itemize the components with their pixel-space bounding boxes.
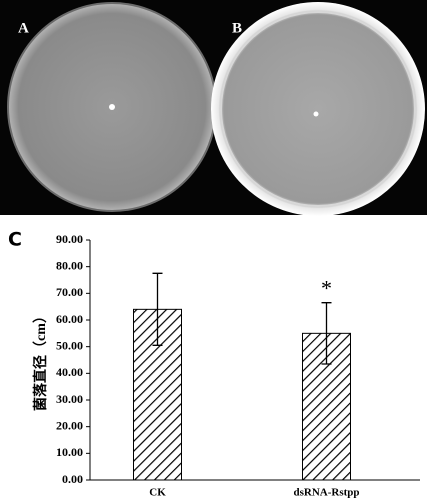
y-tick-label: 40.00 bbox=[56, 365, 83, 379]
y-tick-label: 10.00 bbox=[56, 445, 83, 459]
photo-panel bbox=[0, 0, 427, 216]
y-tick-label: 50.00 bbox=[56, 338, 83, 352]
y-tick-label: 30.00 bbox=[56, 392, 83, 406]
y-axis-title: 菌落直径（cm） bbox=[32, 309, 49, 411]
panel-label: C bbox=[8, 229, 22, 251]
y-tick-label: 80.00 bbox=[56, 258, 83, 272]
error-bar bbox=[152, 272, 163, 346]
panel-label: A bbox=[18, 20, 29, 36]
panel-label: B bbox=[232, 20, 242, 36]
error-bar bbox=[321, 302, 332, 365]
y-tick-label: 70.00 bbox=[56, 285, 83, 299]
y-tick-label: 20.00 bbox=[56, 418, 83, 432]
x-tick-label: dsRNA-Rstpp bbox=[293, 487, 359, 499]
significance-mark: * bbox=[321, 276, 332, 301]
y-tick-label: 90.00 bbox=[56, 232, 83, 246]
y-tick-label: 0.00 bbox=[62, 472, 83, 486]
x-tick-label: CK bbox=[149, 487, 166, 499]
y-tick-label: 60.00 bbox=[56, 312, 83, 326]
